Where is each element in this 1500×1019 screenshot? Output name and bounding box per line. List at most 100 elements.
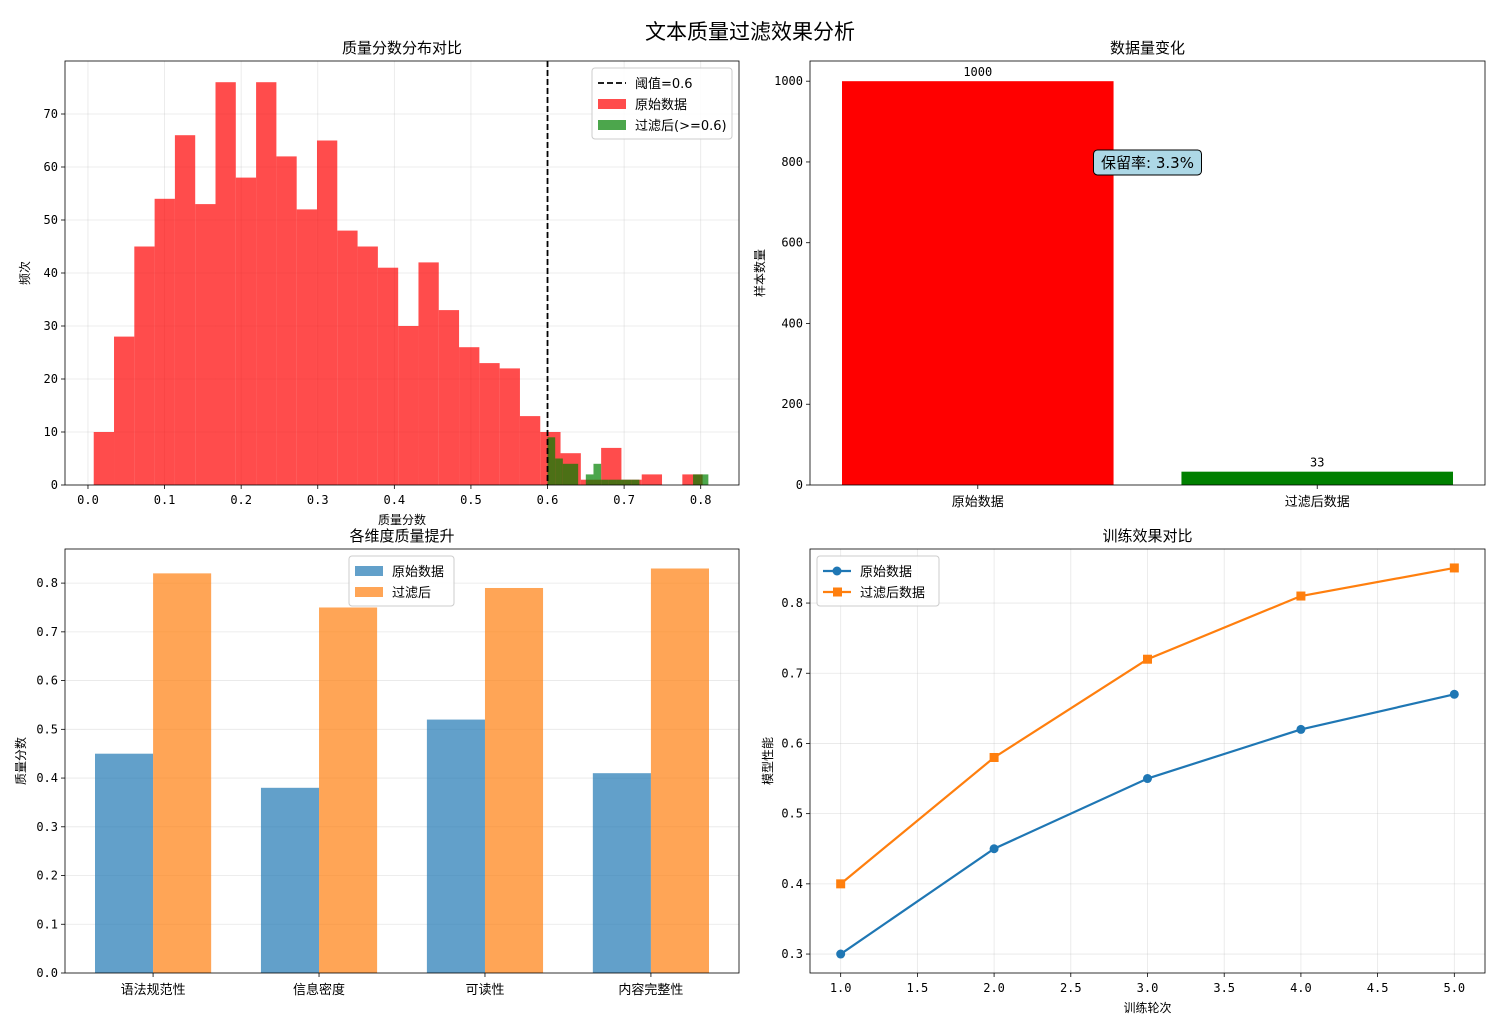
original-bin-bar	[154, 198, 175, 486]
x-tick-label: 语法规范性	[121, 983, 186, 998]
filtered-series-point	[836, 879, 846, 889]
retention-annotation: 保留率: 3.3%	[1101, 154, 1194, 172]
legend-swatch	[355, 566, 383, 576]
x-tick-label: 0.0	[77, 493, 99, 507]
filtered-quality-bar	[484, 587, 544, 973]
y-tick-label: 0.4	[36, 771, 58, 785]
legend-marker	[833, 587, 842, 597]
x-tick-label: 4.5	[1367, 981, 1389, 995]
filtered-bin-bar	[570, 463, 579, 485]
x-tick-label: 4.0	[1290, 981, 1312, 995]
y-tick-label: 70	[44, 107, 58, 121]
y-tick-label: 0.5	[781, 807, 803, 821]
y-tick-label: 400	[781, 316, 803, 330]
legend-label: 过滤后数据	[860, 586, 925, 601]
plot-frame	[64, 548, 740, 974]
filtered-quality-bar	[153, 573, 212, 973]
filtered-series-point	[1449, 563, 1459, 573]
y-tick-label: 0.6	[781, 736, 803, 750]
chart-title: 质量分数分布对比	[342, 39, 462, 57]
original-bin-bar	[337, 230, 358, 485]
y-tick-label: 0.3	[781, 947, 803, 961]
x-tick-label: 1.5	[907, 981, 929, 995]
filtered-bin-bar	[700, 474, 709, 485]
legend-label: 过滤后(>=0.6)	[635, 119, 727, 134]
x-tick-label: 5.0	[1443, 981, 1465, 995]
filtered-bin-bar	[555, 458, 563, 485]
y-tick-label: 0.2	[36, 869, 58, 883]
x-axis-label: 质量分数	[378, 512, 426, 527]
y-tick-label: 0	[51, 478, 58, 492]
y-tick-label: 0.6	[36, 674, 58, 688]
x-tick-label: 信息密度	[293, 982, 345, 998]
y-tick-label: 1000	[774, 74, 803, 88]
legend-label: 原始数据	[860, 565, 912, 580]
y-axis-label: 模型性能	[761, 737, 775, 785]
y-tick-label: 0.0	[36, 966, 58, 980]
y-tick-label: 200	[781, 397, 803, 411]
filtered-bin-bar	[547, 437, 556, 485]
filtered-bin-bar	[601, 479, 609, 485]
y-tick-label: 0.1	[36, 917, 58, 931]
y-tick-label: 50	[44, 213, 58, 227]
legend-swatch	[598, 99, 626, 109]
y-axis-label: 频次	[18, 261, 32, 285]
original-bin-bar	[235, 177, 257, 485]
original-bin-bar	[114, 336, 135, 485]
filtered-series-point	[1143, 654, 1152, 664]
original-series-point	[1449, 689, 1459, 699]
y-tick-label: 0.4	[781, 877, 803, 891]
x-tick-label: 0.1	[154, 493, 176, 507]
legend-label: 原始数据	[635, 98, 687, 113]
original-bin-bar	[256, 82, 277, 485]
x-tick-label: 0.6	[537, 493, 559, 507]
original-bin-bar	[377, 267, 399, 485]
y-tick-label: 600	[781, 236, 803, 250]
y-tick-label: 0.8	[781, 596, 803, 610]
original-bin-bar	[276, 156, 297, 485]
original-series-point	[1296, 724, 1306, 734]
y-axis-label: 质量分数	[13, 737, 28, 785]
x-tick-label: 过滤后数据	[1285, 495, 1350, 510]
original-bin-bar	[519, 416, 541, 485]
x-tick-label: 3.5	[1213, 981, 1235, 995]
original-bin-bar	[682, 474, 703, 485]
original-bin-bar	[134, 246, 155, 485]
x-tick-label: 0.2	[230, 493, 252, 507]
original-bin-bar	[174, 135, 196, 485]
x-axis-label: 训练轮次	[1123, 1000, 1171, 1015]
x-tick-label: 2.0	[983, 981, 1005, 995]
y-tick-label: 20	[44, 372, 58, 386]
x-tick-label: 原始数据	[952, 495, 1004, 510]
x-tick-label: 2.5	[1060, 981, 1082, 995]
x-tick-label: 0.4	[383, 493, 405, 507]
original-quality-bar	[260, 787, 320, 973]
x-tick-label: 内容完整性	[618, 982, 683, 998]
legend-marker	[832, 566, 842, 576]
retention-annotation-box	[1093, 149, 1202, 176]
y-tick-label: 0.3	[36, 820, 58, 834]
filtered-series-point	[989, 752, 999, 762]
legend-label: 过滤后	[392, 586, 431, 601]
chart-title: 数据量变化	[1110, 39, 1185, 57]
original-bin-bar	[641, 474, 663, 485]
original-series-point	[989, 844, 999, 854]
legend-box	[591, 67, 733, 140]
bar-value-label: 33	[1310, 456, 1324, 470]
y-tick-label: 800	[781, 155, 803, 169]
legend-box	[816, 555, 940, 607]
x-tick-label: 0.8	[690, 493, 712, 507]
original-quality-bar	[592, 773, 651, 973]
x-tick-label: 1.0	[830, 981, 852, 995]
filtered-bin-bar	[562, 463, 571, 485]
volume-bar	[842, 81, 1114, 485]
y-tick-label: 0.7	[36, 625, 58, 639]
original-bin-bar	[499, 368, 520, 485]
original-series-point	[1143, 774, 1152, 784]
original-quality-bar	[426, 719, 485, 973]
legend-label: 阈值=0.6	[635, 76, 693, 92]
